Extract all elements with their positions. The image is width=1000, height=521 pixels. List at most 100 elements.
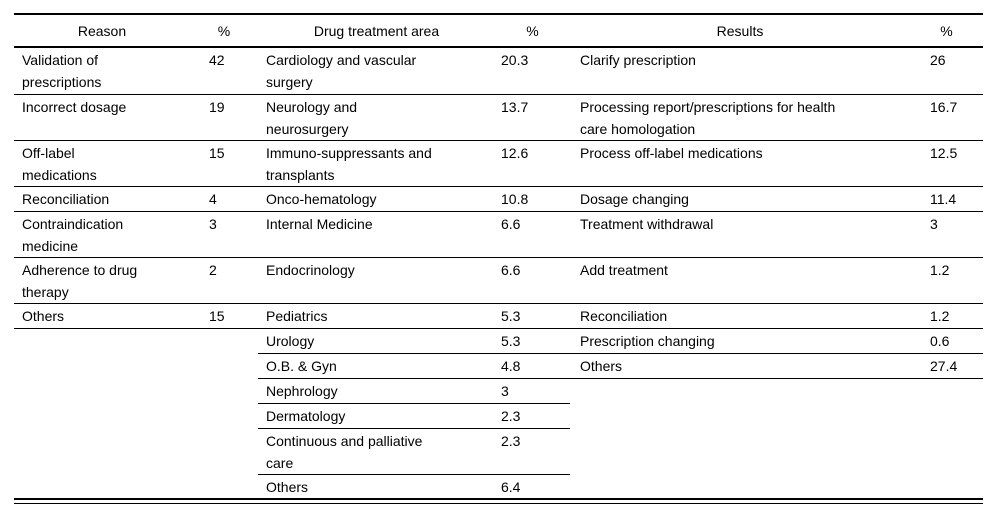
cell-drug-area-pct: 4.8 <box>495 353 570 379</box>
cell-drug-area: Onco-hematology <box>258 186 495 212</box>
cell-result: Others <box>570 353 910 379</box>
table-row: Others 15 Pediatrics 5.3 Reconciliation … <box>14 303 983 329</box>
cell-result <box>570 403 910 428</box>
table-row: Incorrect dosage 19 Neurology and neuros… <box>14 94 983 141</box>
cell-drug-area-pct: 6.4 <box>495 474 570 500</box>
header-row: Reason % Drug treatment area % Results % <box>14 14 983 48</box>
cell-result-pct: 27.4 <box>910 353 983 379</box>
cell-result: Add treatment <box>570 257 910 304</box>
cell-reason-pct: 4 <box>190 186 258 212</box>
table-row: Continuous and palliative care 2.3 <box>14 428 983 475</box>
cell-result: Processing report/prescriptions for heal… <box>570 94 910 141</box>
cell-drug-area-pct: 3 <box>495 378 570 404</box>
cell-result-pct: 0.6 <box>910 328 983 354</box>
col-header-drug-area-pct: % <box>495 14 570 48</box>
cell-reason-pct: 42 <box>190 47 258 95</box>
cell-result-pct <box>910 474 983 500</box>
cell-result-pct: 12.5 <box>910 140 983 187</box>
cell-reason: Others <box>14 303 190 329</box>
cell-result-pct <box>910 428 983 474</box>
cell-drug-area: Continuous and palliative care <box>258 428 495 475</box>
cell-drug-area: Others <box>258 474 495 500</box>
cell-drug-area-pct: 5.3 <box>495 303 570 329</box>
cell-drug-area: Internal Medicine <box>258 211 495 258</box>
col-header-results-pct: % <box>910 14 983 48</box>
cell-drug-area: Neurology and neurosurgery <box>258 94 495 141</box>
cell-result <box>570 474 910 500</box>
cell-result <box>570 378 910 403</box>
table-row: Others 6.4 <box>14 474 983 500</box>
cell-reason: Validation of prescriptions <box>14 47 190 95</box>
col-header-results: Results <box>570 14 910 48</box>
cell-drug-area-pct: 6.6 <box>495 257 570 304</box>
cell-reason <box>14 328 190 353</box>
cell-result-pct <box>910 378 983 403</box>
cell-reason <box>14 403 190 428</box>
cell-drug-area: Urology <box>258 328 495 354</box>
cell-drug-area: Immuno-suppressants and transplants <box>258 140 495 187</box>
cell-result: Process off-label medications <box>570 140 910 187</box>
cell-drug-area-pct: 2.3 <box>495 428 570 475</box>
cell-reason-pct: 15 <box>190 140 258 187</box>
cell-reason-pct <box>190 328 258 353</box>
cell-reason-pct: 15 <box>190 303 258 329</box>
table-row: Nephrology 3 <box>14 378 983 404</box>
cell-result-pct: 1.2 <box>910 303 983 329</box>
cell-result-pct: 3 <box>910 211 983 258</box>
cell-drug-area-pct: 13.7 <box>495 94 570 141</box>
cell-result: Treatment withdrawal <box>570 211 910 258</box>
table-bottom-double-rule <box>14 502 983 504</box>
interventions-table: Reason % Drug treatment area % Results %… <box>14 13 983 500</box>
cell-reason: Contraindication medicine <box>14 211 190 258</box>
cell-result-pct: 26 <box>910 47 983 95</box>
col-header-reason-pct: % <box>190 14 258 48</box>
cell-result: Reconciliation <box>570 303 910 329</box>
cell-drug-area: O.B. & Gyn <box>258 353 495 379</box>
cell-reason-pct <box>190 474 258 500</box>
cell-result-pct: 11.4 <box>910 186 983 212</box>
cell-reason-pct <box>190 353 258 378</box>
table-row: Adherence to drug therapy 2 Endocrinolog… <box>14 257 983 304</box>
cell-reason <box>14 428 190 474</box>
cell-drug-area: Dermatology <box>258 403 495 429</box>
cell-reason-pct <box>190 378 258 403</box>
cell-reason-pct <box>190 403 258 428</box>
cell-reason-pct: 19 <box>190 94 258 141</box>
table-row: Validation of prescriptions 42 Cardiolog… <box>14 47 983 95</box>
col-header-drug-area: Drug treatment area <box>258 14 495 48</box>
cell-drug-area-pct: 6.6 <box>495 211 570 258</box>
cell-reason <box>14 474 190 500</box>
table-row: Contraindication medicine 3 Internal Med… <box>14 211 983 258</box>
cell-result: Dosage changing <box>570 186 910 212</box>
cell-reason: Adherence to drug therapy <box>14 257 190 304</box>
table-row: Urology 5.3 Prescription changing 0.6 <box>14 328 983 354</box>
cell-drug-area-pct: 5.3 <box>495 328 570 354</box>
cell-result <box>570 428 910 474</box>
table-row: Reconciliation 4 Onco-hematology 10.8 Do… <box>14 186 983 212</box>
cell-result: Clarify prescription <box>570 47 910 95</box>
col-header-reason: Reason <box>14 14 190 48</box>
cell-drug-area-pct: 20.3 <box>495 47 570 95</box>
cell-reason: Reconciliation <box>14 186 190 212</box>
cell-reason: Incorrect dosage <box>14 94 190 141</box>
cell-reason-pct: 3 <box>190 211 258 258</box>
cell-drug-area-pct: 12.6 <box>495 140 570 187</box>
cell-drug-area: Cardiology and vascular surgery <box>258 47 495 95</box>
cell-result-pct: 1.2 <box>910 257 983 304</box>
cell-reason: Off-label medications <box>14 140 190 187</box>
table-row: Off-label medications 15 Immuno-suppress… <box>14 140 983 187</box>
cell-drug-area: Endocrinology <box>258 257 495 304</box>
cell-result-pct: 16.7 <box>910 94 983 141</box>
cell-drug-area: Pediatrics <box>258 303 495 329</box>
cell-result-pct <box>910 403 983 428</box>
table-row: Dermatology 2.3 <box>14 403 983 429</box>
cell-reason <box>14 378 190 403</box>
cell-reason <box>14 353 190 378</box>
cell-result: Prescription changing <box>570 328 910 354</box>
cell-reason-pct: 2 <box>190 257 258 304</box>
table-row: O.B. & Gyn 4.8 Others 27.4 <box>14 353 983 379</box>
cell-drug-area: Nephrology <box>258 378 495 404</box>
cell-drug-area-pct: 2.3 <box>495 403 570 429</box>
cell-drug-area-pct: 10.8 <box>495 186 570 212</box>
